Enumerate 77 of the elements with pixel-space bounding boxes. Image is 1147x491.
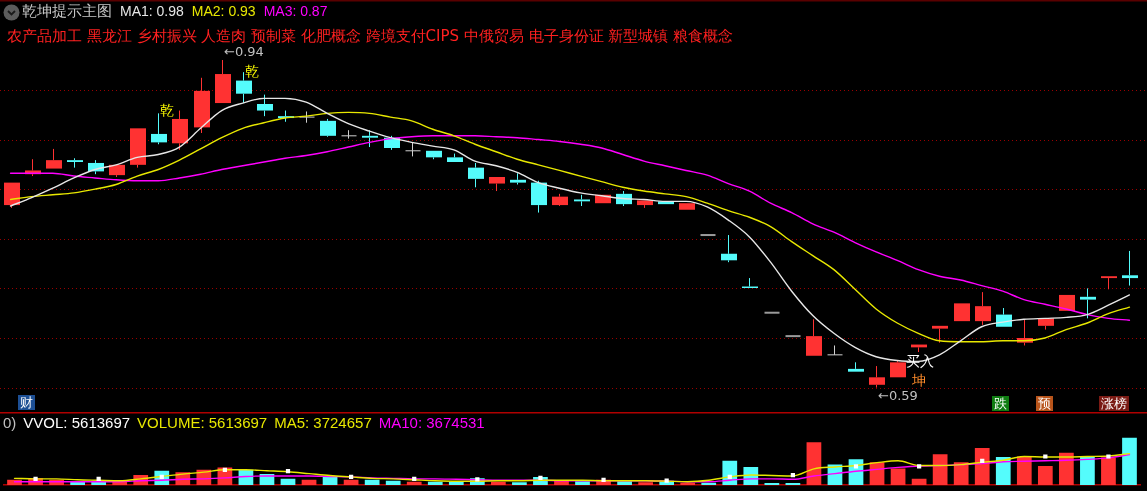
candlestick: [130, 128, 146, 169]
bar: [301, 479, 317, 485]
bar: [911, 478, 927, 485]
bar: [617, 481, 632, 485]
bar: [280, 478, 296, 485]
bar: [1080, 456, 1095, 485]
bar: [70, 481, 85, 485]
candlestick: [637, 200, 653, 209]
bar: [112, 481, 128, 485]
candlestick: [341, 129, 357, 140]
point: [33, 476, 38, 481]
text: MA5: 3724657: [274, 414, 372, 432]
text: MA10: 3674531: [378, 414, 485, 432]
bar: [890, 468, 906, 485]
candlestick: [510, 172, 526, 185]
bar: [364, 479, 380, 485]
text: 预: [1036, 396, 1053, 411]
bar: [1101, 457, 1116, 485]
candlestick: [468, 162, 484, 188]
bar: [932, 454, 948, 485]
candlestick: [574, 194, 590, 207]
candlestick: [827, 344, 843, 356]
text: 0): [3, 414, 17, 432]
point: [853, 464, 859, 469]
text: 农产品加工 黑龙江 乡村振兴 人造肉 预制菜 化肥概念 跨境支付CIPS 中俄贸易 电子身份证 新型城镇 粮食概念: [7, 26, 734, 45]
candlestick: [109, 164, 125, 178]
bar: [448, 481, 464, 485]
point: [916, 464, 922, 469]
chart-title: 乾坤提示主图: [22, 1, 112, 20]
bar: [512, 482, 527, 485]
candlestick: [806, 318, 822, 356]
text: ←0.59: [878, 387, 918, 403]
point: [538, 475, 543, 480]
bar: [575, 481, 590, 485]
bar: [385, 480, 401, 485]
bar: [491, 481, 506, 485]
candlestick: [194, 77, 210, 134]
bar: [1016, 456, 1032, 485]
bar: [953, 462, 969, 485]
candlestick: [1122, 250, 1138, 287]
candlestick: [869, 365, 885, 389]
candlestick: [552, 193, 568, 206]
annotation: 乾: [245, 62, 259, 79]
bar: [322, 476, 338, 485]
text: MA2: 0.93: [191, 2, 256, 19]
candlestick: [320, 118, 336, 136]
bar: [406, 481, 422, 485]
point: [1043, 454, 1048, 459]
bar: [427, 481, 443, 485]
text: MA1: 0.98: [120, 2, 185, 19]
bar: [995, 456, 1011, 485]
candlestick: [1080, 287, 1096, 319]
candlestick: [489, 177, 505, 192]
bar: [1037, 466, 1053, 485]
candlestick: [975, 291, 991, 326]
candlestick: [531, 180, 547, 214]
annotation: 坤: [911, 371, 926, 388]
candlestick: [215, 59, 231, 104]
candlestick: [67, 157, 83, 169]
text: VVOL: 5613697: [23, 414, 131, 432]
text: 跌: [992, 396, 1009, 411]
point: [1106, 454, 1111, 459]
text: VOLUME: 5613697: [137, 414, 268, 432]
bar: [974, 447, 990, 485]
candlestick: [46, 148, 62, 169]
bar: [638, 482, 653, 485]
candlestick: [1101, 276, 1117, 290]
text: 涨榜: [1099, 396, 1129, 411]
candlestick: [848, 361, 864, 372]
bar: [343, 479, 359, 485]
bar: [1122, 437, 1137, 485]
text: ←0.94: [224, 44, 264, 60]
candlestick: [721, 234, 737, 263]
candlestick: [426, 150, 442, 160]
annotation: 乾: [160, 101, 174, 118]
text: MA3: 0.87: [263, 2, 328, 19]
text: 财: [18, 395, 35, 410]
